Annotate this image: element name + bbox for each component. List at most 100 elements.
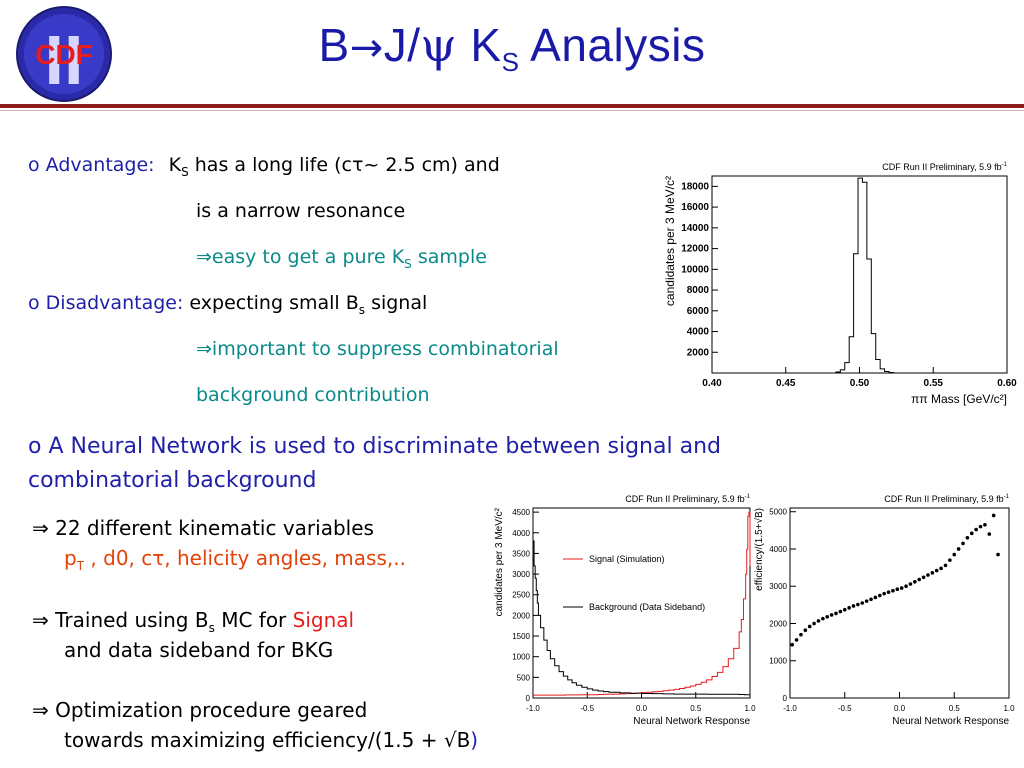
x-axis-label: Neural Network Response (633, 716, 750, 727)
data-point (838, 609, 843, 614)
y-tick-label: 6000 (687, 306, 710, 317)
plot-frame (711, 175, 1008, 374)
data-point (991, 513, 996, 518)
data-point (934, 568, 939, 573)
data-point (895, 587, 900, 592)
disadvantage-implication-2: background contribution (196, 384, 430, 406)
x-axis-label: ππ Mass [GeV/c²] (911, 392, 1007, 406)
data-point (873, 595, 878, 600)
y-tick-label: 3000 (769, 582, 787, 591)
y-tick-label: 2000 (512, 611, 530, 620)
y-axis-label: efficiency/(1.5+√B) (754, 508, 765, 591)
data-point (816, 619, 821, 623)
y-tick-label: 4000 (512, 529, 530, 538)
advantage-line-2: is a narrow resonance (196, 200, 406, 222)
efficiency-plot: CDF Run II Preliminary, 5.9 fb-1 -1.0 -0.5… (754, 494, 1015, 727)
nn-point-3-line-2: towards maximizing efficiency/(1.5 + √B) (64, 728, 479, 752)
logo-numeral: II (45, 21, 84, 99)
nn-point-3-line-1: ⇒ Optimization procedure geared (32, 698, 368, 722)
data-point (877, 593, 882, 598)
x-tick-label: -0.5 (580, 704, 594, 713)
y-tick-label: 18000 (681, 181, 709, 192)
series-line (712, 177, 1007, 374)
data-point (790, 642, 794, 647)
data-point (829, 613, 834, 617)
y-tick-label: 0 (526, 694, 531, 703)
data-point (983, 522, 987, 527)
data-point (794, 638, 799, 642)
data-point (799, 632, 803, 637)
data-point (856, 602, 860, 607)
data-point (996, 552, 1000, 557)
y-tick-label: 12000 (681, 244, 709, 255)
plot-annotation: CDF Run II Preliminary, 5.9 fb-1 (884, 494, 1009, 504)
advantage-line-1: o Advantage: KS has a long life (cτ~ 2.5… (28, 154, 500, 179)
data-point (939, 566, 943, 571)
nn-point-1-line-1: ⇒ 22 different kinematic variables (32, 516, 374, 540)
disadvantage-implication-1: ⇒important to suppress combinatorial (196, 338, 559, 360)
data-point (908, 582, 913, 586)
y-axis-label: candidates per 3 MeV/c² (494, 507, 505, 616)
y-tick-label: 1500 (512, 632, 530, 641)
series-line (533, 540, 751, 696)
nn-line-1: o A Neural Network is used to discrimina… (28, 434, 721, 459)
y-tick-label: 3000 (512, 570, 530, 579)
data-point (926, 573, 930, 577)
nn-line-2: combinatorial background (28, 468, 317, 493)
data-point (851, 604, 856, 608)
disadvantage-label: Disadvantage: (45, 292, 184, 314)
legend-entry: Signal (Simulation) (589, 554, 665, 564)
y-tick-label: 2500 (512, 591, 530, 600)
nn-point-2-line-1: ⇒ Trained using Bs MC for Signal (32, 608, 355, 635)
nn-response-plot: CDF Run II Preliminary, 5.9 fb-1 -1.0 -0.5… (494, 494, 756, 727)
data-point (803, 628, 808, 632)
data-point (943, 563, 948, 568)
data-point (825, 614, 830, 619)
nn-point-1-line-2: pT , d0, cτ, helicity angles, mass,.. (64, 546, 406, 573)
plot-annotation: CDF Run II Preliminary, 5.9 fb-1 (625, 494, 750, 504)
title-rule-thin (0, 110, 1024, 111)
x-tick-label: 0.5 (690, 704, 702, 713)
data-point (956, 547, 961, 551)
y-tick-label: 4000 (769, 545, 787, 554)
y-tick-label: 8000 (687, 285, 710, 296)
y-tick-label: 1000 (512, 653, 530, 662)
y-tick-label: 2000 (769, 619, 787, 628)
y-tick-label: 0 (783, 694, 788, 703)
data-point (965, 536, 970, 540)
data-point (882, 591, 886, 596)
y-tick-label: 4000 (687, 327, 710, 338)
data-point (864, 599, 869, 603)
data-point (860, 601, 865, 605)
x-tick-label: 0.5 (949, 704, 961, 713)
data-point (899, 586, 904, 590)
y-tick-label: 16000 (681, 202, 709, 213)
cdf-logo: II CDF (16, 6, 112, 102)
advantage-implication: ⇒easy to get a pure KS sample (196, 246, 487, 271)
y-tick-label: 14000 (681, 223, 709, 234)
plot-annotation: CDF Run II Preliminary, 5.9 fb-1 (882, 162, 1007, 172)
data-point (921, 575, 926, 580)
legend-entry: Background (Data Sideband) (589, 602, 705, 612)
title-rule (0, 104, 1024, 108)
y-tick-label: 3500 (512, 549, 530, 558)
data-point (978, 524, 983, 529)
data-point (812, 621, 816, 626)
nn-point-2-line-2: and data sideband for BKG (64, 638, 334, 662)
data-point (948, 558, 952, 562)
data-point (952, 552, 957, 557)
svg-text:II: II (45, 21, 84, 99)
x-tick-label: 0.60 (997, 378, 1017, 389)
x-tick-label: 0.0 (894, 704, 906, 713)
kshort-mass-plot: CDF Run II Preliminary, 5.9 fb-1 0.40 0.45… (663, 162, 1017, 406)
page-title: B→J/ψ KS Analysis (318, 18, 706, 78)
x-tick-label: 0.45 (776, 378, 796, 389)
y-axis-label: candidates per 3 MeV/c² (663, 176, 677, 306)
advantage-label: Advantage: (45, 154, 155, 176)
x-tick-label: 1.0 (1003, 704, 1015, 713)
x-tick-label: 1.0 (744, 704, 756, 713)
x-tick-label: 0.40 (702, 378, 722, 389)
y-tick-label: 1000 (769, 657, 787, 666)
y-tick-label: 4500 (512, 508, 530, 517)
y-tick-label: 2000 (687, 347, 710, 358)
